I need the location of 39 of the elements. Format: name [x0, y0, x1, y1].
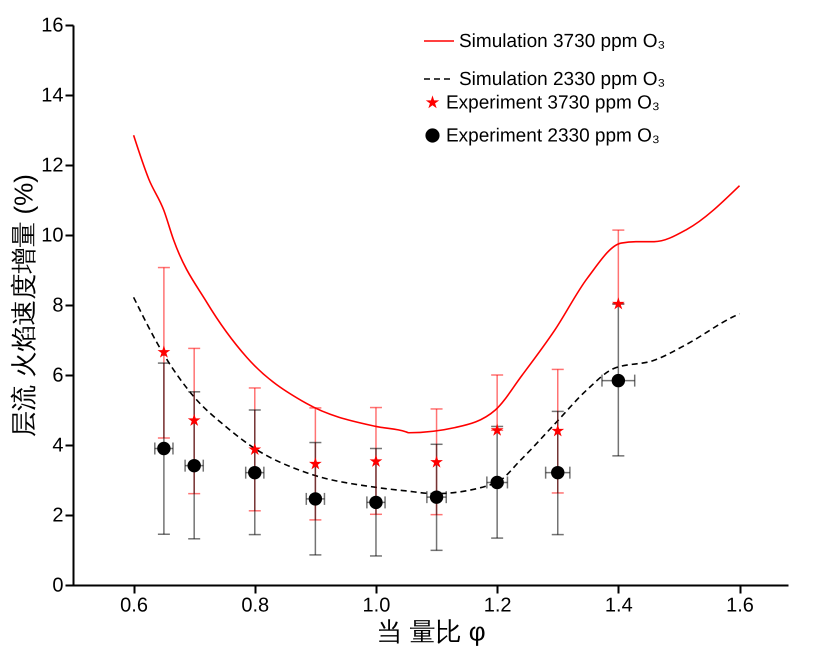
point [308, 492, 322, 506]
point [157, 442, 171, 456]
point [248, 466, 262, 480]
y-tick-label: 10 [41, 224, 64, 246]
point [308, 457, 322, 470]
legend-label: Simulation 2330 ppm O₃ [459, 69, 666, 90]
legend-label: Experiment 2330 ppm O₃ [446, 126, 660, 146]
y-axis-title: 层流 火焰速度增量 (%) [8, 174, 38, 437]
point [551, 424, 564, 436]
y-tick-label: 0 [52, 574, 64, 596]
x-tick-label: 0.6 [120, 594, 148, 616]
y-tick-label: 16 [41, 14, 64, 36]
point [612, 297, 625, 310]
y-tick-label: 8 [52, 294, 64, 316]
x-tick-label: 1.2 [484, 594, 512, 616]
y-tick-label: 4 [52, 434, 64, 456]
point [430, 490, 444, 504]
y-tick-label: 6 [52, 364, 64, 386]
point [158, 346, 170, 358]
point [188, 414, 201, 426]
x-tick-label: 1.4 [604, 594, 633, 616]
legend-label: Experiment 3730 ppm O₃ [446, 92, 660, 114]
x-tick-label: 1.6 [726, 594, 754, 616]
point [248, 442, 262, 455]
legend-label: Simulation 3730 ppm O₃ [459, 31, 666, 52]
y-tick-label: 2 [52, 504, 64, 526]
y-tick-label: 12 [41, 154, 64, 176]
x-tick-label: 0.8 [241, 594, 270, 616]
x-axis-title: 当 量比 φ [376, 616, 486, 646]
y-tick-label: 14 [41, 84, 64, 106]
point [430, 455, 443, 468]
point [490, 424, 504, 436]
point [551, 466, 564, 480]
point [369, 496, 383, 510]
point [370, 454, 382, 467]
point [490, 476, 504, 490]
point [612, 374, 626, 388]
point [187, 458, 201, 472]
x-tick-label: 1.0 [362, 594, 390, 616]
